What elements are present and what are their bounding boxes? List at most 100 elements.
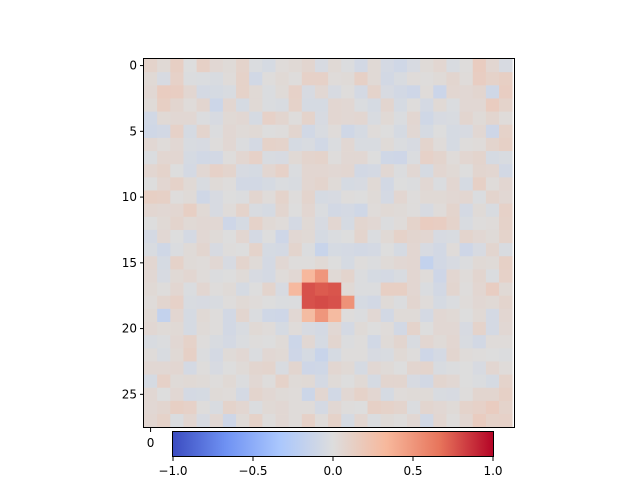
heatmap-cell: [433, 414, 447, 428]
heatmap-cell: [354, 230, 368, 244]
heatmap-cell: [341, 230, 355, 244]
heatmap-cell: [460, 138, 474, 152]
heatmap-cell: [144, 85, 158, 99]
heatmap-cell: [368, 256, 382, 270]
heatmap-cell: [262, 164, 276, 178]
heatmap-cell: [236, 177, 250, 191]
heatmap-cell: [262, 138, 276, 152]
heatmap-cell: [210, 309, 224, 323]
heatmap-cell: [381, 401, 395, 415]
heatmap-cell: [144, 309, 158, 323]
heatmap-cell: [394, 283, 408, 297]
heatmap-cell: [197, 125, 211, 139]
heatmap-cell: [381, 98, 395, 112]
heatmap-cell: [302, 296, 316, 310]
heatmap-cell: [289, 348, 303, 362]
heatmap-cell: [183, 414, 197, 428]
heatmap-cell: [197, 296, 211, 310]
heatmap-cell: [486, 151, 500, 165]
heatmap-cell: [394, 217, 408, 231]
heatmap-cell: [407, 401, 421, 415]
heatmap-cell: [368, 348, 382, 362]
heatmap-cell: [460, 375, 474, 389]
heatmap-cell: [183, 217, 197, 231]
heatmap-cell: [170, 361, 184, 375]
heatmap-cell: [473, 243, 487, 257]
heatmap-cell: [236, 204, 250, 218]
heatmap-cell: [223, 348, 237, 362]
heatmap-cell: [170, 125, 184, 139]
y-tick-label: 25: [122, 387, 137, 401]
heatmap-cell: [289, 72, 303, 86]
heatmap-cell: [315, 112, 329, 126]
heatmap-cell: [381, 283, 395, 297]
heatmap-cell: [144, 375, 158, 389]
heatmap-cell: [236, 375, 250, 389]
heatmap-cell: [381, 243, 395, 257]
heatmap-cell: [407, 348, 421, 362]
heatmap-cell: [223, 361, 237, 375]
heatmap-cell: [170, 72, 184, 86]
heatmap-cell: [368, 296, 382, 310]
heatmap-cell: [210, 112, 224, 126]
heatmap-cell: [157, 72, 171, 86]
heatmap-cell: [381, 230, 395, 244]
heatmap-cell: [341, 269, 355, 283]
heatmap-cell: [407, 98, 421, 112]
heatmap-cell: [499, 204, 513, 218]
heatmap-cell: [302, 309, 316, 323]
heatmap-cell: [394, 191, 408, 205]
heatmap-cell: [157, 401, 171, 415]
heatmap-cell: [446, 204, 460, 218]
heatmap-cell: [210, 98, 224, 112]
heatmap-cell: [407, 204, 421, 218]
heatmap-cell: [249, 335, 263, 349]
heatmap-cell: [157, 151, 171, 165]
heatmap-cell: [249, 72, 263, 86]
heatmap-cell: [446, 309, 460, 323]
heatmap-cell: [157, 361, 171, 375]
heatmap-cell: [394, 361, 408, 375]
heatmap-cell: [276, 243, 290, 257]
heatmap-cell: [460, 401, 474, 415]
y-axis: 0 5 10 15 20 25: [122, 59, 144, 402]
heatmap-cell: [170, 230, 184, 244]
heatmap-cell: [354, 138, 368, 152]
heatmap-cell: [460, 388, 474, 402]
heatmap-cell: [460, 59, 474, 73]
heatmap-cell: [473, 269, 487, 283]
heatmap-cell: [381, 112, 395, 126]
heatmap-cell: [236, 138, 250, 152]
heatmap-cell: [262, 112, 276, 126]
heatmap-cell: [341, 59, 355, 73]
heatmap-cell: [289, 204, 303, 218]
heatmap-cell: [170, 401, 184, 415]
heatmap-cell: [144, 296, 158, 310]
heatmap-cell: [499, 217, 513, 231]
heatmap-cell: [341, 191, 355, 205]
heatmap-cell: [157, 243, 171, 257]
heatmap-cell: [354, 335, 368, 349]
heatmap-cell: [236, 72, 250, 86]
heatmap-cell: [368, 322, 382, 336]
heatmap-cell: [354, 125, 368, 139]
heatmap-cell: [262, 98, 276, 112]
heatmap-cell: [407, 243, 421, 257]
heatmap-cell: [420, 151, 434, 165]
heatmap-cell: [341, 217, 355, 231]
heatmap-cell: [183, 230, 197, 244]
heatmap-cell: [433, 138, 447, 152]
heatmap-cell: [210, 335, 224, 349]
heatmap-cell: [486, 296, 500, 310]
heatmap-cell: [276, 269, 290, 283]
heatmap-cell: [446, 138, 460, 152]
heatmap-cell: [183, 375, 197, 389]
heatmap-cell: [433, 388, 447, 402]
heatmap-cell: [407, 283, 421, 297]
heatmap-cell: [446, 177, 460, 191]
heatmap-cell: [407, 388, 421, 402]
heatmap-cell: [183, 335, 197, 349]
heatmap-cell: [341, 85, 355, 99]
x-tick-label: 0: [147, 436, 155, 450]
heatmap-cell: [157, 177, 171, 191]
